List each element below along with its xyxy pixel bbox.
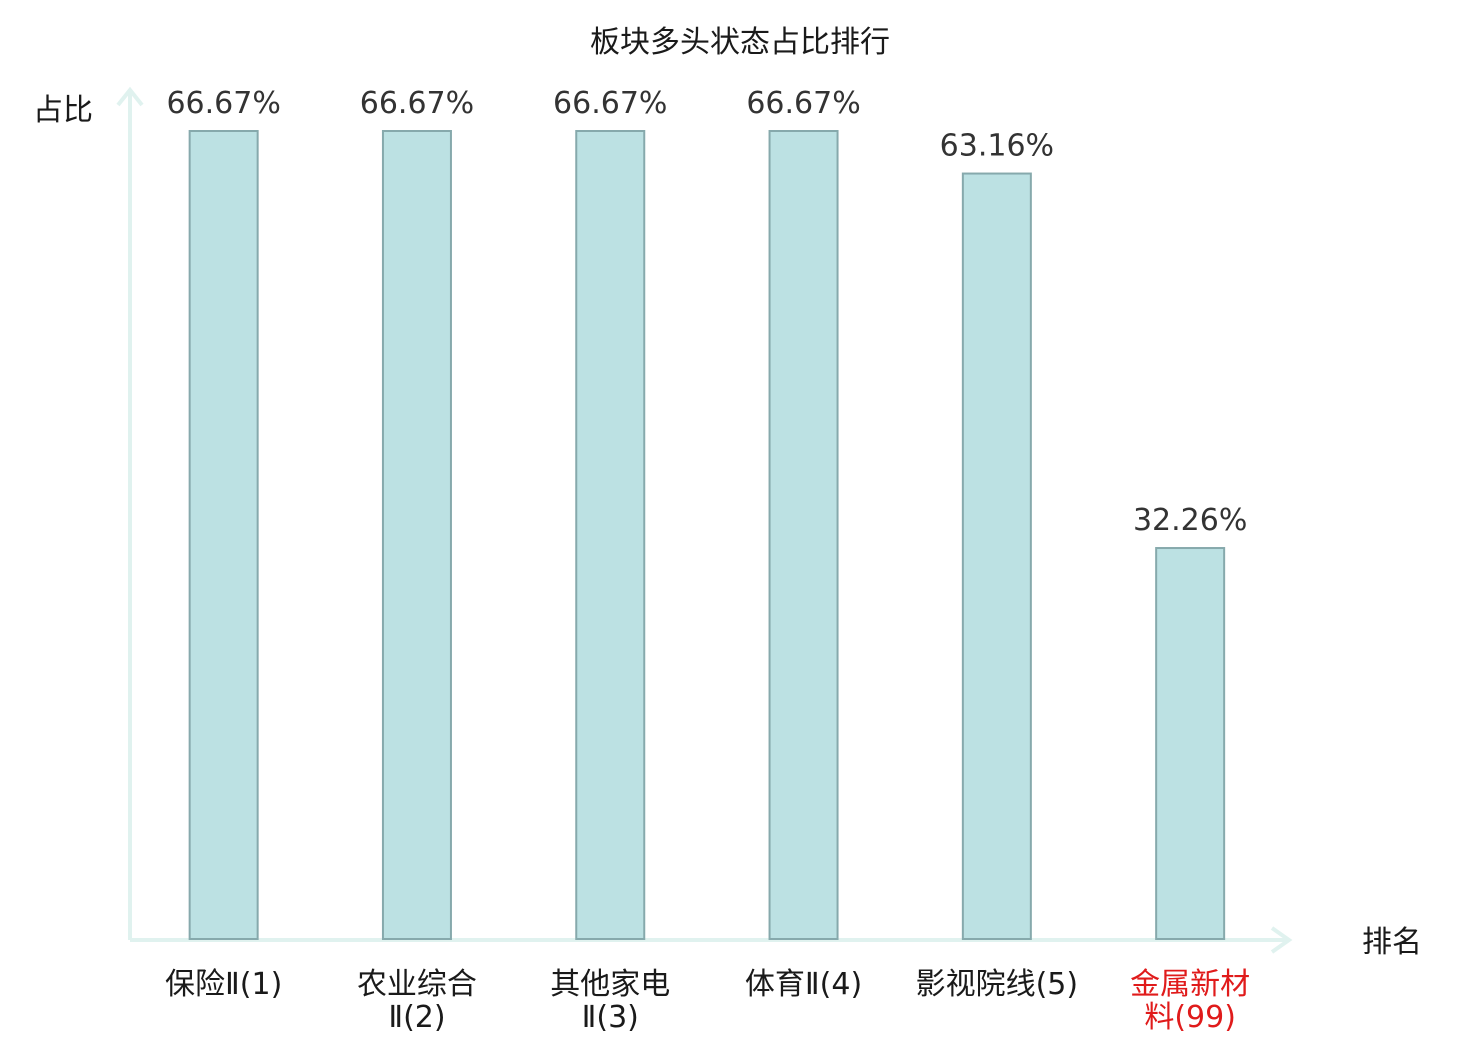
x-tick-label: 体育Ⅱ(4) [745, 967, 862, 1002]
x-axis-label: 排名 [1362, 925, 1422, 960]
x-tick-label: 金属新材料(99) [1130, 967, 1250, 1035]
data-label: 66.67% [166, 86, 280, 121]
bar [381, 130, 452, 940]
bar-series: 66.67% 保险Ⅱ(1) 66.67% 农业综合 Ⅱ(2) 66.67% 其他家电 Ⅱ(3)… [165, 86, 1250, 1035]
data-label: 66.67% [746, 86, 860, 121]
x-axis-arrow [1270, 926, 1293, 954]
bar [961, 172, 1032, 941]
x-tick-label: 农业综合 Ⅱ(2) [357, 967, 477, 1035]
x-tick-label: 保险Ⅱ(1) [165, 967, 282, 1002]
chart-title: 板块多头状态占比排行 [590, 25, 890, 60]
x-tick-label: 其他家电 Ⅱ(3) [550, 967, 670, 1035]
x-tick-label: 影视院线(5) [916, 967, 1079, 1002]
data-label: 63.16% [940, 129, 1054, 164]
data-label: 66.67% [553, 86, 667, 121]
data-label: 66.67% [360, 86, 474, 121]
bar [1155, 547, 1226, 940]
y-axis-label: 占比 [33, 93, 93, 128]
data-label: 32.26% [1133, 503, 1247, 538]
bar [575, 130, 646, 940]
bar [188, 130, 259, 940]
bar [768, 130, 839, 940]
y-axis-arrow [116, 86, 144, 107]
